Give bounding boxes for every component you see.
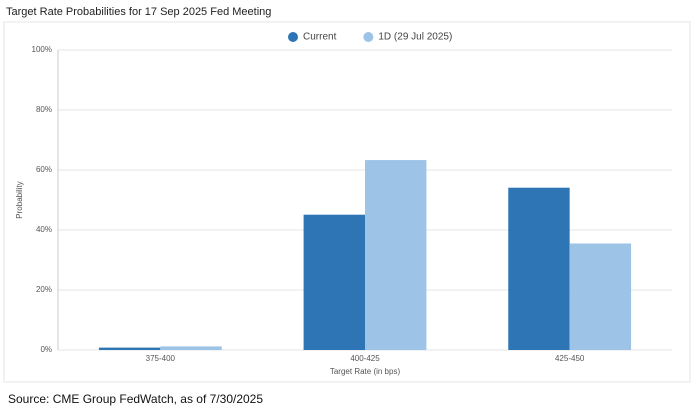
source-note: Source: CME Group FedWatch, as of 7/30/2…: [8, 392, 263, 406]
x-tick-label: 425-450: [555, 354, 585, 363]
bar: [508, 187, 570, 350]
y-tick-label: 0%: [40, 345, 52, 354]
y-tick-label: 100%: [32, 45, 52, 54]
chart-title: Target Rate Probabilities for 17 Sep 202…: [6, 6, 271, 18]
y-tick-label: 40%: [36, 225, 52, 234]
y-tick-label: 60%: [36, 165, 52, 174]
legend-label: Current: [303, 32, 337, 43]
legend-swatch: [288, 32, 298, 42]
legend-swatch: [363, 32, 374, 42]
x-axis-label: Target Rate (in bps): [330, 367, 401, 376]
bar: [160, 346, 222, 350]
bar: [303, 214, 365, 350]
legend-label: 1D (29 Jul 2025): [378, 32, 452, 43]
x-tick-label: 400-425: [350, 354, 380, 363]
y-axis-label: Probability: [15, 181, 24, 218]
y-tick-label: 20%: [36, 285, 52, 294]
x-tick-label: 375-400: [146, 354, 176, 363]
y-tick-label: 80%: [36, 105, 52, 114]
bar: [365, 160, 427, 350]
bar: [98, 347, 161, 350]
bar: [569, 243, 632, 350]
